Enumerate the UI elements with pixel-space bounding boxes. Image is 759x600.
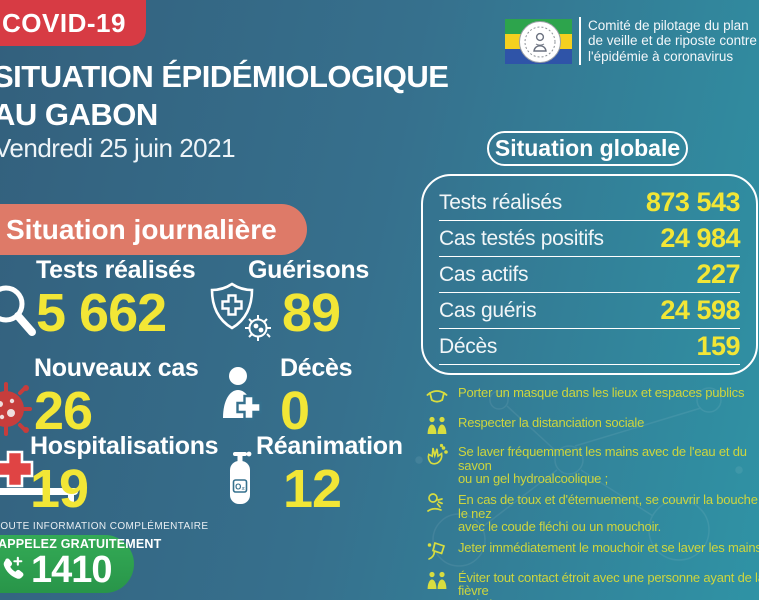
prevention-measures-list: Porter un masque dans les lieux et espac… <box>422 386 759 600</box>
stat-tests-value: 5 662 <box>36 283 167 343</box>
gabon-emblem-icon <box>518 21 561 63</box>
global-row-tests-value: 873 543 <box>645 187 741 217</box>
measure-avoid-contact-text: Éviter tout contact étroit avec une pers… <box>458 569 759 600</box>
measure-mask-text: Porter un masque dans les lieux et espac… <box>458 385 745 400</box>
stat-deces-label: Décès <box>280 354 353 382</box>
committee-name: Comité de pilotage du plan de veille et … <box>588 18 757 64</box>
avoid-contact-icon <box>422 569 452 593</box>
stat-guerisons-value: 89 <box>282 283 341 343</box>
stat-reanimation: Réanimation 12 <box>256 432 403 517</box>
committee-logo-block: Comité de pilotage du plan de veille et … <box>505 17 757 65</box>
social-distancing-icon <box>422 414 452 438</box>
stat-nouveaux-cas: Nouveaux cas 26 <box>34 354 199 439</box>
global-row-deces: Décès 159 <box>439 329 740 365</box>
measure-tissue-text: Jeter immédiatement le mouchoir et se la… <box>458 540 759 555</box>
stat-hospitalisations-label: Hospitalisations <box>30 432 219 460</box>
covid19-badge: COVID-19 <box>0 0 146 46</box>
sneeze-elbow-icon <box>422 491 452 515</box>
stat-reanimation-label: Réanimation <box>256 432 403 460</box>
title-line-1: SITUATION ÉPIDÉMIOLOGIQUE <box>0 59 449 94</box>
stat-deces: Décès 0 <box>280 354 352 439</box>
global-row-actifs-label: Cas actifs <box>439 262 529 286</box>
stat-reanimation-value: 12 <box>283 459 342 519</box>
gabon-flag-icon <box>505 18 572 64</box>
global-row-tests-label: Tests réalisés <box>439 190 563 214</box>
wash-hands-icon <box>422 443 452 467</box>
measure-avoid-contact: Éviter tout contact étroit avec une pers… <box>422 569 759 600</box>
stat-nouveaux-cas-label: Nouveaux cas <box>34 354 199 382</box>
measure-wash-hands-text: Se laver fréquemment les mains avec de l… <box>458 444 747 486</box>
committee-line-2: de veille et de riposte contre <box>588 33 757 49</box>
stat-hospitalisations: Hospitalisations 19 <box>30 432 219 519</box>
global-row-gueris: Cas guéris 24 598 <box>439 293 740 329</box>
global-row-positifs: Cas testés positifs 24 984 <box>439 221 740 257</box>
global-row-positifs-label: Cas testés positifs <box>439 226 604 250</box>
global-row-tests: Tests réalisés 873 543 <box>439 185 741 221</box>
global-row-deces-label: Décès <box>439 334 498 358</box>
tissue-icon <box>422 539 452 563</box>
mask-icon <box>422 384 452 408</box>
global-row-actifs: Cas actifs 227 <box>439 257 740 293</box>
global-row-positifs-value: 24 984 <box>660 223 740 253</box>
svg-text:O₂: O₂ <box>235 483 245 492</box>
virus-icon <box>0 382 32 436</box>
title-line-2: AU GABON <box>0 97 158 132</box>
global-row-gueris-value: 24 598 <box>660 295 740 325</box>
shield-virus-icon <box>210 282 271 341</box>
person-cross-icon <box>223 367 262 421</box>
global-row-deces-value: 159 <box>696 331 740 361</box>
measure-mask: Porter un masque dans les lieux et espac… <box>422 386 759 408</box>
measure-tissue: Jeter immédiatement le mouchoir et se la… <box>422 541 759 563</box>
global-row-gueris-label: Cas guéris <box>439 298 537 322</box>
global-row-actifs-value: 227 <box>696 259 740 289</box>
stat-tests: Tests réalisés 5 662 <box>36 256 196 343</box>
stat-guerisons: Guérisons 89 <box>248 256 369 341</box>
measure-distancing-text: Respecter la distanciation sociale <box>458 414 645 430</box>
oxygen-tank-icon: O₂ <box>230 451 252 504</box>
committee-line-1: Comité de pilotage du plan <box>588 17 749 33</box>
stat-nouveaux-cas-value: 26 <box>34 381 93 441</box>
committee-line-3: l'épidémie à coronavirus <box>588 48 734 64</box>
stat-tests-label: Tests réalisés <box>36 256 196 284</box>
phone-icon <box>3 556 24 579</box>
report-date: Vendredi 25 juin 2021 <box>0 133 236 163</box>
measure-sneeze: En cas de toux et d'éternuement, se couv… <box>422 493 759 534</box>
search-icon <box>0 285 36 336</box>
hotline-note: TOUTE INFORMATION COMPLÉMENTAIRE <box>0 521 209 532</box>
daily-section-title: Situation journalière <box>0 204 307 255</box>
measure-wash-hands: Se laver fréquemment les mains avec de l… <box>422 443 759 486</box>
hotline-pill: APPELEZ GRATUITEMENT 1410 <box>0 535 162 593</box>
stat-hospitalisations-value: 19 <box>30 459 89 519</box>
global-stats-card: Tests réalisés 873 543 Cas testés positi… <box>421 174 758 375</box>
stat-deces-value: 0 <box>280 381 310 441</box>
page-title: SITUATION ÉPIDÉMIOLOGIQUE AU GABON <box>0 58 449 134</box>
hospital-bed-icon <box>0 450 78 503</box>
measure-distancing: Respecter la distanciation sociale <box>422 414 759 438</box>
measure-sneeze-text: En cas de toux et d'éternuement, se couv… <box>458 492 758 534</box>
logo-divider <box>579 17 581 65</box>
hotline-call-label: APPELEZ GRATUITEMENT <box>0 537 162 551</box>
global-section-title: Situation globale <box>487 131 688 166</box>
stat-guerisons-label: Guérisons <box>248 256 369 284</box>
hotline-number: 1410 <box>31 549 113 591</box>
